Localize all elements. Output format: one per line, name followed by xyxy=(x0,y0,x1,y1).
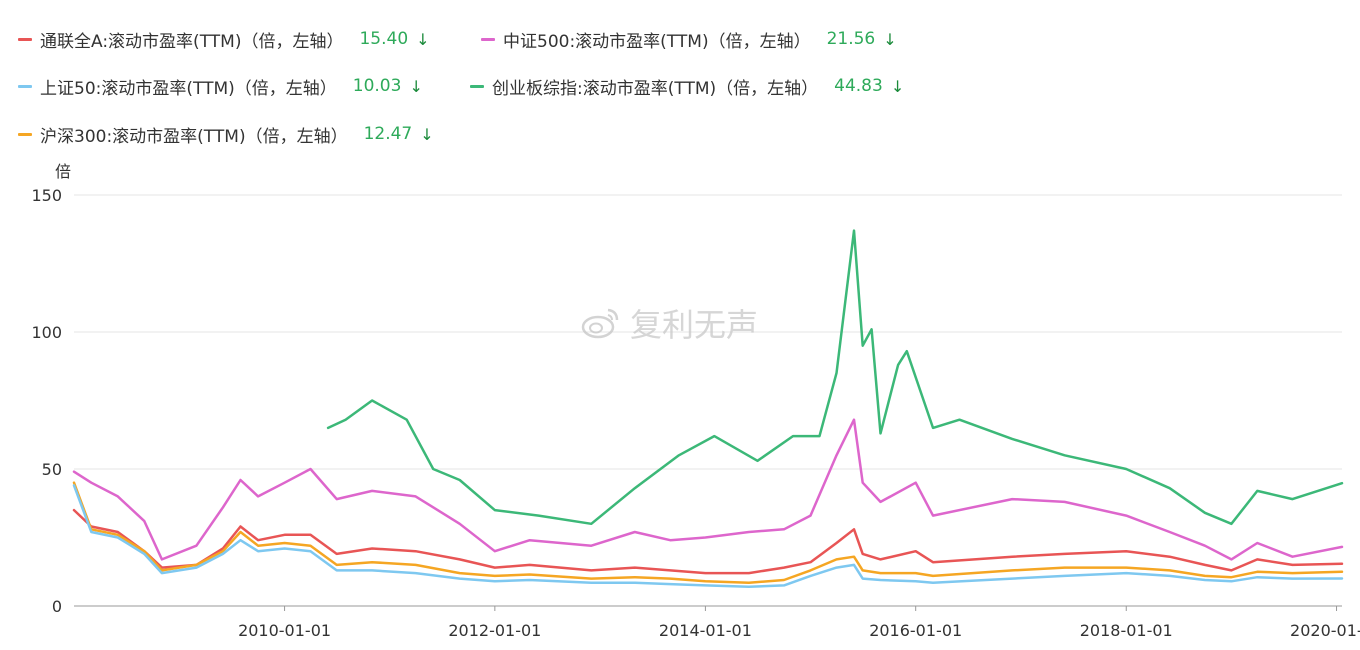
legend-label: 沪深300:滚动市盈率(TTM)（倍，左轴） xyxy=(40,126,348,147)
y-tick-label: 50 xyxy=(42,460,62,479)
legend-item-csi300[interactable]: 沪深300:滚动市盈率(TTM)（倍，左轴） 12.47 ↓ xyxy=(18,120,434,148)
down-arrow-icon: ↓ xyxy=(883,29,897,49)
legend-value: 15.40 xyxy=(359,29,409,49)
x-tick-label: 2020-01-01 xyxy=(1290,621,1360,640)
legend-label: 创业板综指:滚动市盈率(TTM)（倍，左轴） xyxy=(492,78,819,99)
legend-value: 12.47 xyxy=(363,124,413,144)
legend-value: 44.83 xyxy=(834,76,883,96)
legend-item-chinext-composite[interactable]: 创业板综指:滚动市盈率(TTM)（倍，左轴） 44.83 ↓ xyxy=(470,72,904,100)
legend-item-csi500[interactable]: 中证500:滚动市盈率(TTM)（倍，左轴） 21.56 ↓ xyxy=(481,25,897,53)
down-arrow-icon: ↓ xyxy=(416,29,430,49)
series-line-chinext-composite xyxy=(326,229,1344,526)
chart-legend: 通联全A:滚动市盈率(TTM)（倍，左轴） 15.40 ↓ 中证500:滚动市盈… xyxy=(0,0,1360,160)
legend-item-sse50[interactable]: 上证50:滚动市盈率(TTM)（倍，左轴） 10.03 ↓ xyxy=(18,72,423,100)
series-line-sse50 xyxy=(72,484,1344,589)
legend-value: 21.56 xyxy=(826,29,876,49)
legend-swatch xyxy=(18,84,32,88)
x-tick-label: 2014-01-01 xyxy=(659,621,752,640)
y-tick-label: 150 xyxy=(31,186,62,205)
legend-swatch xyxy=(18,37,32,41)
series-line-csi500 xyxy=(72,418,1344,561)
legend-label: 上证50:滚动市盈率(TTM)（倍，左轴） xyxy=(40,78,337,99)
legend-value: 10.03 xyxy=(352,76,402,96)
legend-label: 通联全A:滚动市盈率(TTM)（倍，左轴） xyxy=(40,31,344,52)
series-line-csi300 xyxy=(72,481,1344,584)
x-tick-label: 2012-01-01 xyxy=(448,621,541,640)
down-arrow-icon: ↓ xyxy=(420,124,434,144)
x-tick-label: 2018-01-01 xyxy=(1080,621,1173,640)
down-arrow-icon: ↓ xyxy=(890,76,905,96)
watermark-text: 复利无声 xyxy=(630,306,759,344)
legend-swatch xyxy=(18,132,32,136)
legend-label: 中证500:滚动市盈率(TTM)（倍，左轴） xyxy=(503,31,811,52)
y-tick-label: 0 xyxy=(52,597,62,616)
y-axis-unit-label: 倍 xyxy=(55,162,71,181)
pe-ratio-line-chart: 0 50 100 150 倍 2010-01-01 2012-01-01 2014-01-01… xyxy=(31,162,1360,640)
weibo-logo-icon xyxy=(581,308,619,339)
legend-swatch xyxy=(481,37,495,41)
watermark: 复利无声 xyxy=(580,300,758,346)
x-tick-label: 2016-01-01 xyxy=(869,621,962,640)
y-tick-label: 100 xyxy=(31,323,62,342)
series-line-tonglian-all-a xyxy=(72,508,1344,575)
legend-swatch xyxy=(470,84,484,88)
x-tick-label: 2010-01-01 xyxy=(238,621,331,640)
down-arrow-icon: ↓ xyxy=(409,76,423,96)
legend-item-tonglian-all-a[interactable]: 通联全A:滚动市盈率(TTM)（倍，左轴） 15.40 ↓ xyxy=(18,25,430,53)
